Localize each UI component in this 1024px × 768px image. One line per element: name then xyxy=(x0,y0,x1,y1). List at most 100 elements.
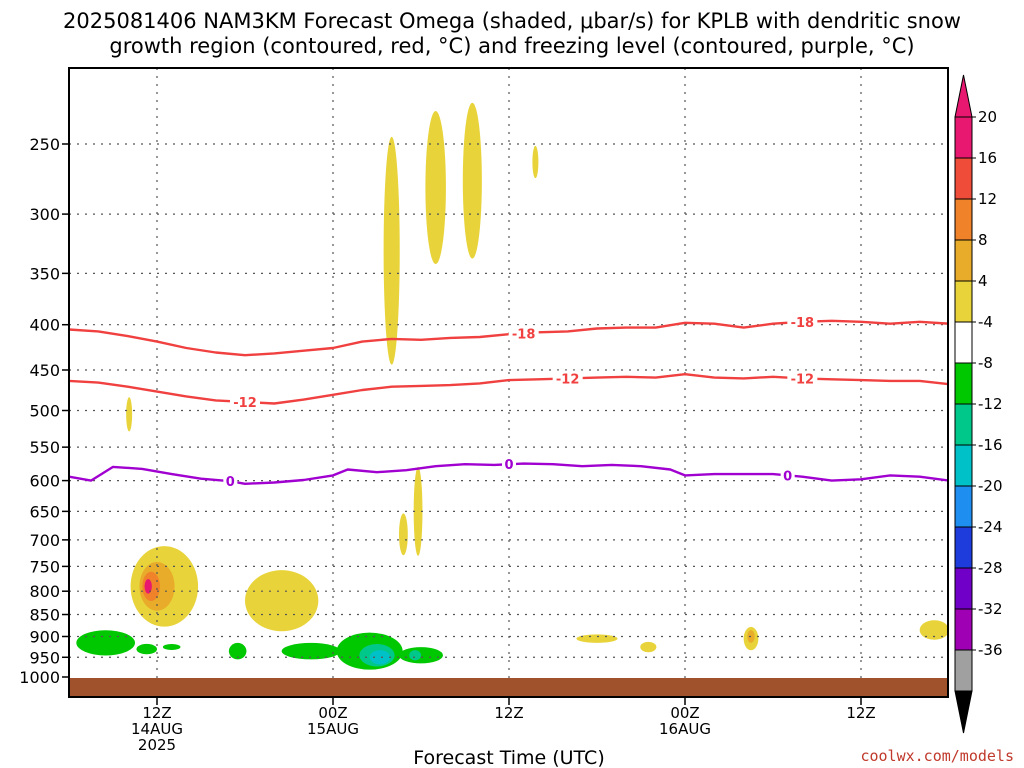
x-tick-label: 00Z xyxy=(670,704,699,722)
y-tick-label: 450 xyxy=(29,361,60,380)
contour-label-bg xyxy=(552,370,583,386)
y-tick-label: 700 xyxy=(29,531,60,550)
colorbar-label: 8 xyxy=(978,231,988,249)
x-tick-label: 14AUG xyxy=(131,720,183,738)
omega-region xyxy=(919,620,948,640)
omega-region xyxy=(462,102,482,259)
x-tick-label: 12Z xyxy=(494,704,523,722)
colorbar-label: 12 xyxy=(978,190,997,208)
y-axis: 250 300 350 400 450 500 550 600 650 700 750 800 850 9… xyxy=(19,135,69,687)
x-tick-label: 12Z xyxy=(142,704,171,722)
colorbar-label: -36 xyxy=(978,641,1003,659)
x-axis-label: Forecast Time (UTC) xyxy=(413,747,604,768)
plot-area: -18 -18 -12 -12 -12 0 0 0 xyxy=(68,67,949,698)
y-tick-label: 850 xyxy=(29,606,60,625)
omega-region xyxy=(136,643,157,655)
colorbar-bottom-arrow xyxy=(954,690,973,734)
contour-label: -12 xyxy=(233,396,257,411)
colorbar-band xyxy=(954,239,973,282)
omega-region xyxy=(532,145,539,179)
y-tick-label: 750 xyxy=(29,557,60,576)
colorbar-band xyxy=(954,321,973,364)
contour-label-bg xyxy=(230,393,260,409)
contour-label-bg xyxy=(787,370,818,386)
chart-title-line-2: growth region (contoured, red, °C) and f… xyxy=(109,34,914,58)
y-tick-label: 600 xyxy=(29,472,60,491)
y-tick-label: 550 xyxy=(29,438,60,457)
colorbar-band xyxy=(954,198,973,241)
omega-region xyxy=(640,641,657,653)
colorbar-band xyxy=(954,362,973,405)
y-tick-label: 800 xyxy=(29,582,60,601)
contour-label: -18 xyxy=(512,327,536,342)
contour-label: 0 xyxy=(504,458,513,473)
x-tick-label: 00Z xyxy=(318,704,347,722)
contour-label-bg xyxy=(502,456,516,472)
y-tick-label: 650 xyxy=(29,502,60,521)
contour-label-bg xyxy=(508,325,539,341)
y-tick-label: 1000 xyxy=(19,668,60,687)
contour-label: -18 xyxy=(791,316,815,331)
contour-label: 0 xyxy=(226,475,235,490)
x-tick-label: 2025 xyxy=(138,736,176,754)
y-tick-label: 400 xyxy=(29,316,60,335)
omega-region xyxy=(399,647,443,664)
omega-region xyxy=(425,111,446,265)
omega-region xyxy=(162,644,181,651)
y-tick-label: 250 xyxy=(29,135,60,154)
gridlines xyxy=(69,68,948,697)
y-tick-label: 350 xyxy=(29,264,60,283)
omega-region xyxy=(281,642,341,660)
omega-shading xyxy=(76,102,948,670)
colorbar-band xyxy=(954,280,973,323)
colorbar-label: -20 xyxy=(978,477,1003,495)
colorbar-band xyxy=(954,567,973,610)
omega-region xyxy=(747,630,755,643)
colorbar-label: 16 xyxy=(978,149,997,167)
contour-label-bg xyxy=(787,313,818,329)
y-tick-label: 500 xyxy=(29,402,60,421)
omega-region xyxy=(244,570,319,632)
omega-region xyxy=(409,650,421,661)
colorbar-band xyxy=(954,403,973,446)
omega-region xyxy=(369,650,391,665)
omega-region xyxy=(383,136,400,365)
omega-region xyxy=(76,630,135,656)
y-tick-label: 950 xyxy=(29,648,60,667)
colorbar-band xyxy=(954,608,973,651)
colorbar-label: -28 xyxy=(978,559,1003,577)
colorbar-band xyxy=(954,157,973,200)
omega-region xyxy=(228,642,247,660)
colorbar-band xyxy=(954,116,973,159)
omega-region xyxy=(413,466,423,556)
omega-region xyxy=(144,579,152,594)
contour-label: 0 xyxy=(783,469,792,484)
colorbar-top-arrow xyxy=(954,74,973,118)
colorbar-label: -4 xyxy=(978,313,993,331)
x-tick-label: 15AUG xyxy=(307,720,359,738)
temperature-contours: -18 -18 -12 -12 -12 0 0 0 xyxy=(69,313,948,490)
omega-region xyxy=(399,513,408,556)
credit-text: coolwx.com/models xyxy=(860,747,1014,765)
terrain-surface xyxy=(69,678,948,697)
colorbar-label: -8 xyxy=(978,354,993,372)
colorbar-band xyxy=(954,485,973,528)
omega-region xyxy=(126,397,133,432)
chart-title-line-1: 2025081406 NAM3KM Forecast Omega (shaded… xyxy=(63,9,961,33)
contour-label: -12 xyxy=(556,372,580,387)
colorbar-label: -16 xyxy=(978,436,1003,454)
colorbar-label: 4 xyxy=(978,272,988,290)
colorbar-band xyxy=(954,444,973,487)
colorbar-label: 20 xyxy=(978,108,997,126)
colorbar-band xyxy=(954,649,973,692)
contour-label-bg xyxy=(223,473,238,489)
contour-label: -12 xyxy=(791,372,815,387)
colorbar-label: -24 xyxy=(978,518,1003,536)
colorbar-label: -12 xyxy=(978,395,1003,413)
colorbar-band xyxy=(954,526,973,569)
x-tick-label: 12Z xyxy=(846,704,875,722)
y-tick-label: 900 xyxy=(29,627,60,646)
colorbar: 20 16 12 8 4 -4 -8 -12 -16 -20 -24 -28 -32 -36 xyxy=(954,74,1003,734)
